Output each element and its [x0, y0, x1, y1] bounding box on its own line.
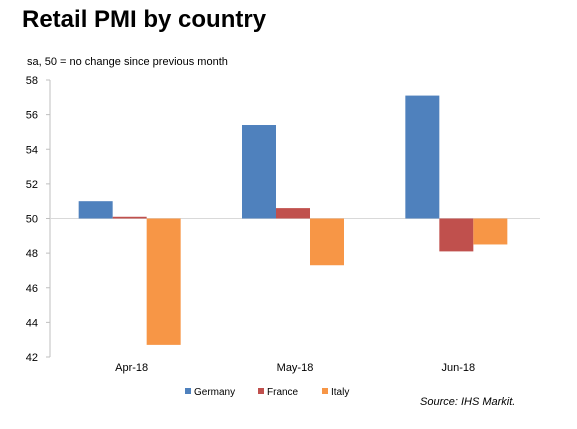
y-tick-label: 54 — [26, 144, 38, 156]
legend-swatch-italy — [322, 388, 328, 394]
x-tick-label: Jun-18 — [442, 362, 476, 374]
y-tick-label: 42 — [26, 352, 38, 364]
y-tick-label: 48 — [26, 248, 38, 260]
bar-france-jun-18 — [439, 218, 474, 252]
bar-italy-jun-18 — [473, 218, 508, 245]
y-tick-label: 56 — [26, 110, 38, 122]
chart-title: Retail PMI by country — [22, 6, 267, 33]
y-tick-label: 52 — [26, 179, 38, 191]
bar-italy-apr-18 — [146, 218, 181, 345]
y-tick-label: 50 — [26, 214, 38, 226]
bar-germany-may-18 — [242, 125, 276, 219]
legend-label-france: France — [267, 387, 299, 398]
x-tick-label: Apr-18 — [115, 362, 148, 374]
chart-subtitle: sa, 50 = no change since previous month — [27, 56, 228, 68]
bar-italy-may-18 — [310, 218, 344, 266]
source-note: Source: IHS Markit. — [420, 396, 516, 408]
legend-label-germany: Germany — [194, 387, 235, 398]
bar-germany-apr-18 — [78, 201, 113, 219]
legend-label-italy: Italy — [331, 387, 349, 398]
legend-swatch-germany — [185, 388, 191, 394]
bar-france-apr-18 — [112, 216, 147, 219]
legend-swatch-france — [258, 388, 264, 394]
y-tick-label: 58 — [26, 75, 38, 87]
bar-germany-jun-18 — [405, 95, 440, 219]
x-tick-label: May-18 — [277, 362, 314, 374]
bar-france-may-18 — [276, 208, 310, 219]
y-tick-label: 44 — [26, 317, 38, 329]
y-tick-label: 46 — [26, 283, 38, 295]
